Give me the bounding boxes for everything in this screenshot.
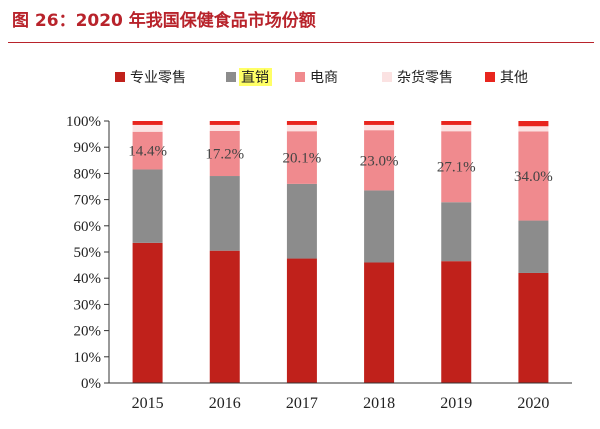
x-tick-label-2020: 2020 [517, 395, 549, 412]
legend-swatch-3 [382, 72, 392, 82]
y-tick-label-1: 10% [74, 350, 102, 366]
bars [132, 121, 549, 383]
bar-2017-series-2 [286, 131, 317, 184]
x-tick-label-2016: 2016 [209, 395, 241, 412]
bar-2018-series-1 [364, 190, 395, 263]
legend-swatch-1 [226, 72, 236, 82]
bar-2018-series-4 [364, 121, 395, 125]
bar-2019-series-2 [441, 131, 472, 203]
bar-2019-series-4 [441, 121, 472, 125]
y-tick-label-10: 100% [66, 114, 101, 130]
legend-label-3: 杂货零售 [397, 69, 453, 86]
bar-2015-series-2 [132, 131, 163, 170]
legend-swatch-4 [485, 72, 495, 82]
legend-label-0: 专业零售 [130, 70, 186, 86]
x-tick-label-2018: 2018 [363, 395, 395, 412]
y-tick-label-6: 60% [74, 219, 102, 235]
data-label-2017: 20.1% [283, 151, 322, 167]
legend-label-2: 电商 [310, 70, 338, 86]
bar-2019-series-0 [441, 261, 472, 383]
bar-2016-series-4 [209, 121, 240, 125]
bar-2015-series-4 [132, 121, 163, 125]
bar-2015-series-1 [132, 169, 163, 243]
bar-2020-series-3 [518, 126, 549, 132]
y-tick-label-5: 50% [74, 245, 102, 261]
legend-swatch-0 [115, 72, 125, 82]
bar-2020-series-2 [518, 131, 549, 221]
legend-label-1: 直销 [241, 69, 269, 86]
bar-2019-series-3 [441, 124, 472, 132]
y-tick-label-9: 90% [74, 140, 102, 156]
bar-2018-series-2 [364, 130, 395, 191]
x-tick-label-2019: 2019 [440, 395, 472, 412]
x-tick-label-2015: 2015 [132, 395, 164, 412]
y-tick-label-8: 80% [74, 166, 102, 182]
bar-2017-series-1 [286, 183, 317, 259]
y-axis: 0% 10% 20% 30% 40% 50% 60% 70% 80% 90% 100% [66, 114, 110, 392]
y-tick-label-4: 40% [74, 271, 102, 287]
data-labels: 14.4% 17.2% 20.1% 23.0% 27.1% 34.0% [128, 144, 553, 185]
x-tick-label-2017: 2017 [286, 395, 318, 412]
chart-title: 图 26：2020 年我国保健食品市场份额 [12, 11, 316, 31]
y-tick-label-3: 30% [74, 297, 102, 313]
y-tick-label-7: 70% [74, 193, 102, 209]
legend-highlight-1 [239, 68, 272, 86]
bar-2016-series-3 [209, 124, 240, 131]
data-label-2015: 14.4% [128, 144, 167, 160]
data-label-2020: 34.0% [514, 169, 553, 185]
data-label-2019: 27.1% [437, 160, 476, 176]
bar-2017-series-4 [286, 121, 317, 125]
bar-2020-series-1 [518, 220, 549, 273]
y-tick-label-0: 0% [81, 376, 101, 392]
bar-2016-series-0 [209, 250, 240, 383]
data-label-2016: 17.2% [205, 146, 244, 162]
bar-2020-series-0 [518, 272, 549, 383]
bar-2015-series-3 [132, 124, 163, 132]
legend: 专业零售 直销 电商 杂货零售 其他 [115, 68, 528, 86]
bar-2016-series-1 [209, 176, 240, 251]
bar-2016-series-2 [209, 130, 240, 177]
bar-2017-series-3 [286, 124, 317, 132]
bar-2017-series-0 [286, 258, 317, 383]
bar-2018-series-0 [364, 262, 395, 383]
y-tick-label-2: 20% [74, 324, 102, 340]
bar-2015-series-0 [132, 242, 163, 383]
bar-2018-series-3 [364, 124, 395, 131]
legend-swatch-2 [295, 72, 305, 82]
x-axis: 2015 2016 2017 2018 2019 2020 [109, 382, 572, 412]
data-label-2018: 23.0% [360, 153, 399, 169]
title-divider [8, 42, 594, 43]
bar-2020-series-4 [518, 121, 549, 127]
bar-2019-series-1 [441, 202, 472, 262]
legend-label-4: 其他 [500, 70, 528, 86]
